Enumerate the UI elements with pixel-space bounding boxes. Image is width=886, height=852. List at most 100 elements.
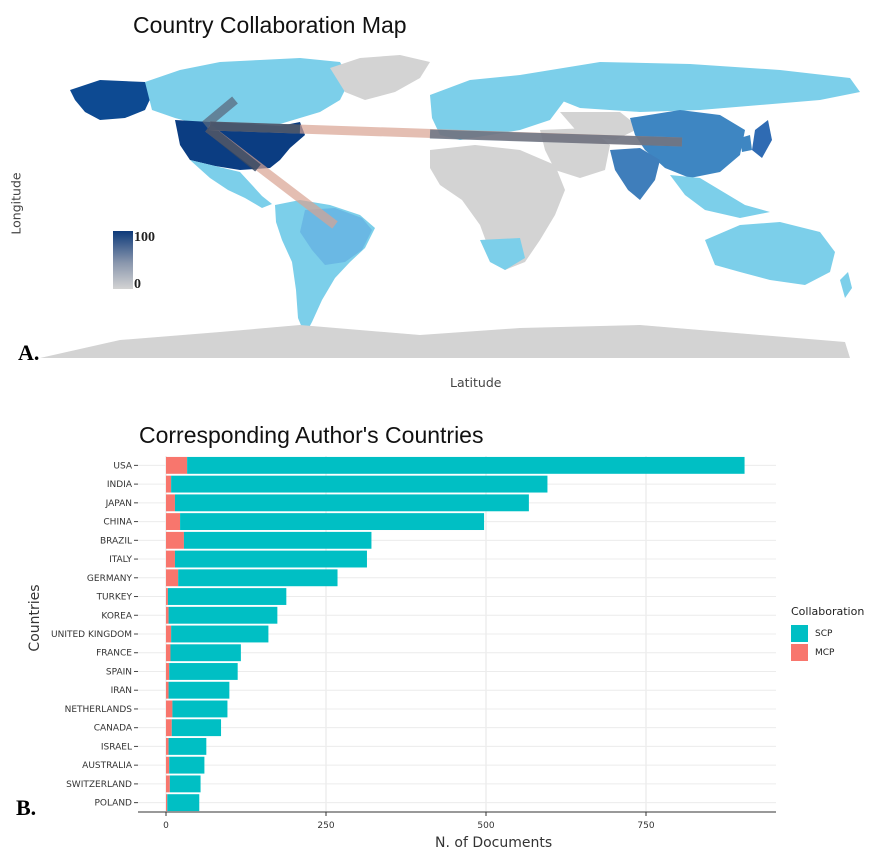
- collaboration-links: [202, 96, 683, 229]
- bar-mcp-italy: [166, 550, 175, 568]
- country-south-africa: [480, 238, 525, 270]
- bar-scp-china: [180, 513, 485, 531]
- bar-x-axis-label: N. of Documents: [435, 835, 553, 851]
- bar-mcp-spain: [166, 663, 170, 680]
- bar-chart-title: Corresponding Author's Countries: [139, 422, 484, 448]
- bar-mcp-germany: [166, 569, 179, 587]
- legend-item-mcp: MCP: [791, 643, 864, 662]
- link-usa-brazil-dark: [205, 124, 261, 172]
- bar-scp-turkey: [167, 588, 287, 605]
- bar-scp-japan: [174, 494, 529, 512]
- bar-scp-israel: [168, 737, 207, 755]
- bar-mcp-india: [166, 475, 172, 493]
- y-tick-label-turkey: TURKEY: [96, 593, 133, 603]
- region-southeast-asia: [670, 175, 770, 218]
- map-y-axis-label: Longitude: [8, 172, 24, 235]
- bar-scp-korea: [168, 606, 278, 624]
- bar-scp-canada: [171, 719, 222, 737]
- legend-label-scp: SCP: [815, 628, 833, 639]
- bar-scp-germany: [178, 569, 338, 587]
- y-tick-label-iran: IRAN: [111, 686, 132, 696]
- country-india: [610, 148, 660, 200]
- bar-scp-iran: [168, 681, 230, 699]
- x-tick-label-750: 750: [637, 821, 654, 831]
- country-japan: [752, 120, 772, 158]
- bar-mcp-france: [166, 644, 171, 662]
- bar-scp-switzerland: [169, 775, 201, 793]
- country-australia: [705, 222, 835, 285]
- country-russia: [520, 62, 860, 112]
- colorbar: [113, 231, 133, 289]
- bar-mcp-korea: [166, 606, 169, 624]
- region-antarctica: [40, 325, 850, 358]
- bar-scp-united-kingdom: [171, 625, 269, 643]
- map-x-axis-label: Latitude: [450, 375, 502, 390]
- bar-mcp-poland: [166, 794, 168, 812]
- colorbar-max-label: 100: [134, 230, 155, 245]
- x-tick-label-250: 250: [317, 821, 334, 831]
- country-canada: [145, 58, 350, 124]
- legend-label-mcp: MCP: [815, 647, 835, 658]
- bar-scp-spain: [169, 663, 238, 680]
- y-tick-label-canada: CANADA: [94, 724, 133, 734]
- panel-label-b: B.: [16, 795, 37, 820]
- bar-scp-brazil: [183, 531, 372, 549]
- country-korea: [740, 135, 752, 152]
- colorbar-min-label: 0: [134, 277, 141, 292]
- legend-swatch-mcp: [791, 644, 808, 661]
- y-tick-label-spain: SPAIN: [106, 667, 132, 677]
- bar-mcp-canada: [166, 719, 172, 737]
- y-tick-label-italy: ITALY: [109, 555, 132, 565]
- y-tick-label-france: FRANCE: [96, 649, 132, 659]
- bar-mcp-australia: [166, 756, 170, 774]
- region-africa: [430, 145, 565, 270]
- country-brazil: [300, 208, 372, 265]
- y-tick-label-israel: ISRAEL: [101, 742, 132, 752]
- bar-scp-india: [171, 475, 548, 493]
- y-tick-label-china: CHINA: [103, 518, 132, 528]
- region-central-asia: [560, 112, 640, 140]
- country-mexico: [190, 160, 272, 208]
- legend-swatch-scp: [791, 625, 808, 642]
- region-europe: [430, 75, 565, 140]
- collaboration-map: [40, 55, 860, 358]
- panel-label-a: A.: [18, 340, 40, 365]
- bar-mcp-china: [166, 513, 181, 531]
- bar-mcp-japan: [166, 494, 175, 512]
- y-tick-label-japan: JAPAN: [105, 499, 132, 509]
- x-tick-label-0: 0: [163, 821, 169, 831]
- x-tick-label-500: 500: [477, 821, 494, 831]
- y-tick-label-netherlands: NETHERLANDS: [65, 705, 133, 715]
- legend-title: Collaboration: [791, 605, 865, 618]
- bar-scp-poland: [167, 794, 200, 812]
- y-tick-label-brazil: BRAZIL: [100, 536, 132, 546]
- bar-scp-netherlands: [172, 700, 228, 718]
- y-tick-label-usa: USA: [113, 461, 132, 471]
- country-alaska: [70, 80, 152, 120]
- country-greenland: [330, 55, 430, 100]
- bar-mcp-switzerland: [166, 775, 170, 793]
- y-tick-label-poland: POLAND: [94, 799, 132, 809]
- bar-scp-australia: [169, 756, 205, 774]
- bar-mcp-turkey: [166, 588, 168, 605]
- bar-scp-usa: [187, 456, 745, 474]
- y-tick-label-india: INDIA: [107, 480, 133, 490]
- y-tick-label-switzerland: SWITZERLAND: [66, 780, 132, 790]
- map-title: Country Collaboration Map: [133, 12, 407, 38]
- legend: Collaboration SCP MCP: [791, 605, 864, 662]
- legend-item-scp: SCP: [791, 624, 864, 643]
- bar-mcp-usa: [166, 456, 188, 474]
- link-europe-segment: [209, 121, 301, 134]
- bar-mcp-netherlands: [166, 700, 173, 718]
- y-tick-label-united-kingdom: UNITED KINGDOM: [51, 630, 132, 640]
- country-new-zealand: [840, 272, 852, 298]
- y-tick-label-australia: AUSTRALIA: [82, 761, 133, 771]
- world-landmasses: [40, 55, 860, 358]
- countries-bar-chart: USA INDIA JAPAN CHINA BRAZIL ITALY GERMANY TURK…: [51, 456, 776, 831]
- link-usa-china-dark: [429, 129, 683, 147]
- bar-scp-france: [170, 644, 241, 662]
- bar-mcp-united-kingdom: [166, 625, 172, 643]
- bar-scp-italy: [174, 550, 367, 568]
- y-tick-label-korea: KOREA: [101, 611, 132, 621]
- bar-mcp-brazil: [166, 531, 184, 549]
